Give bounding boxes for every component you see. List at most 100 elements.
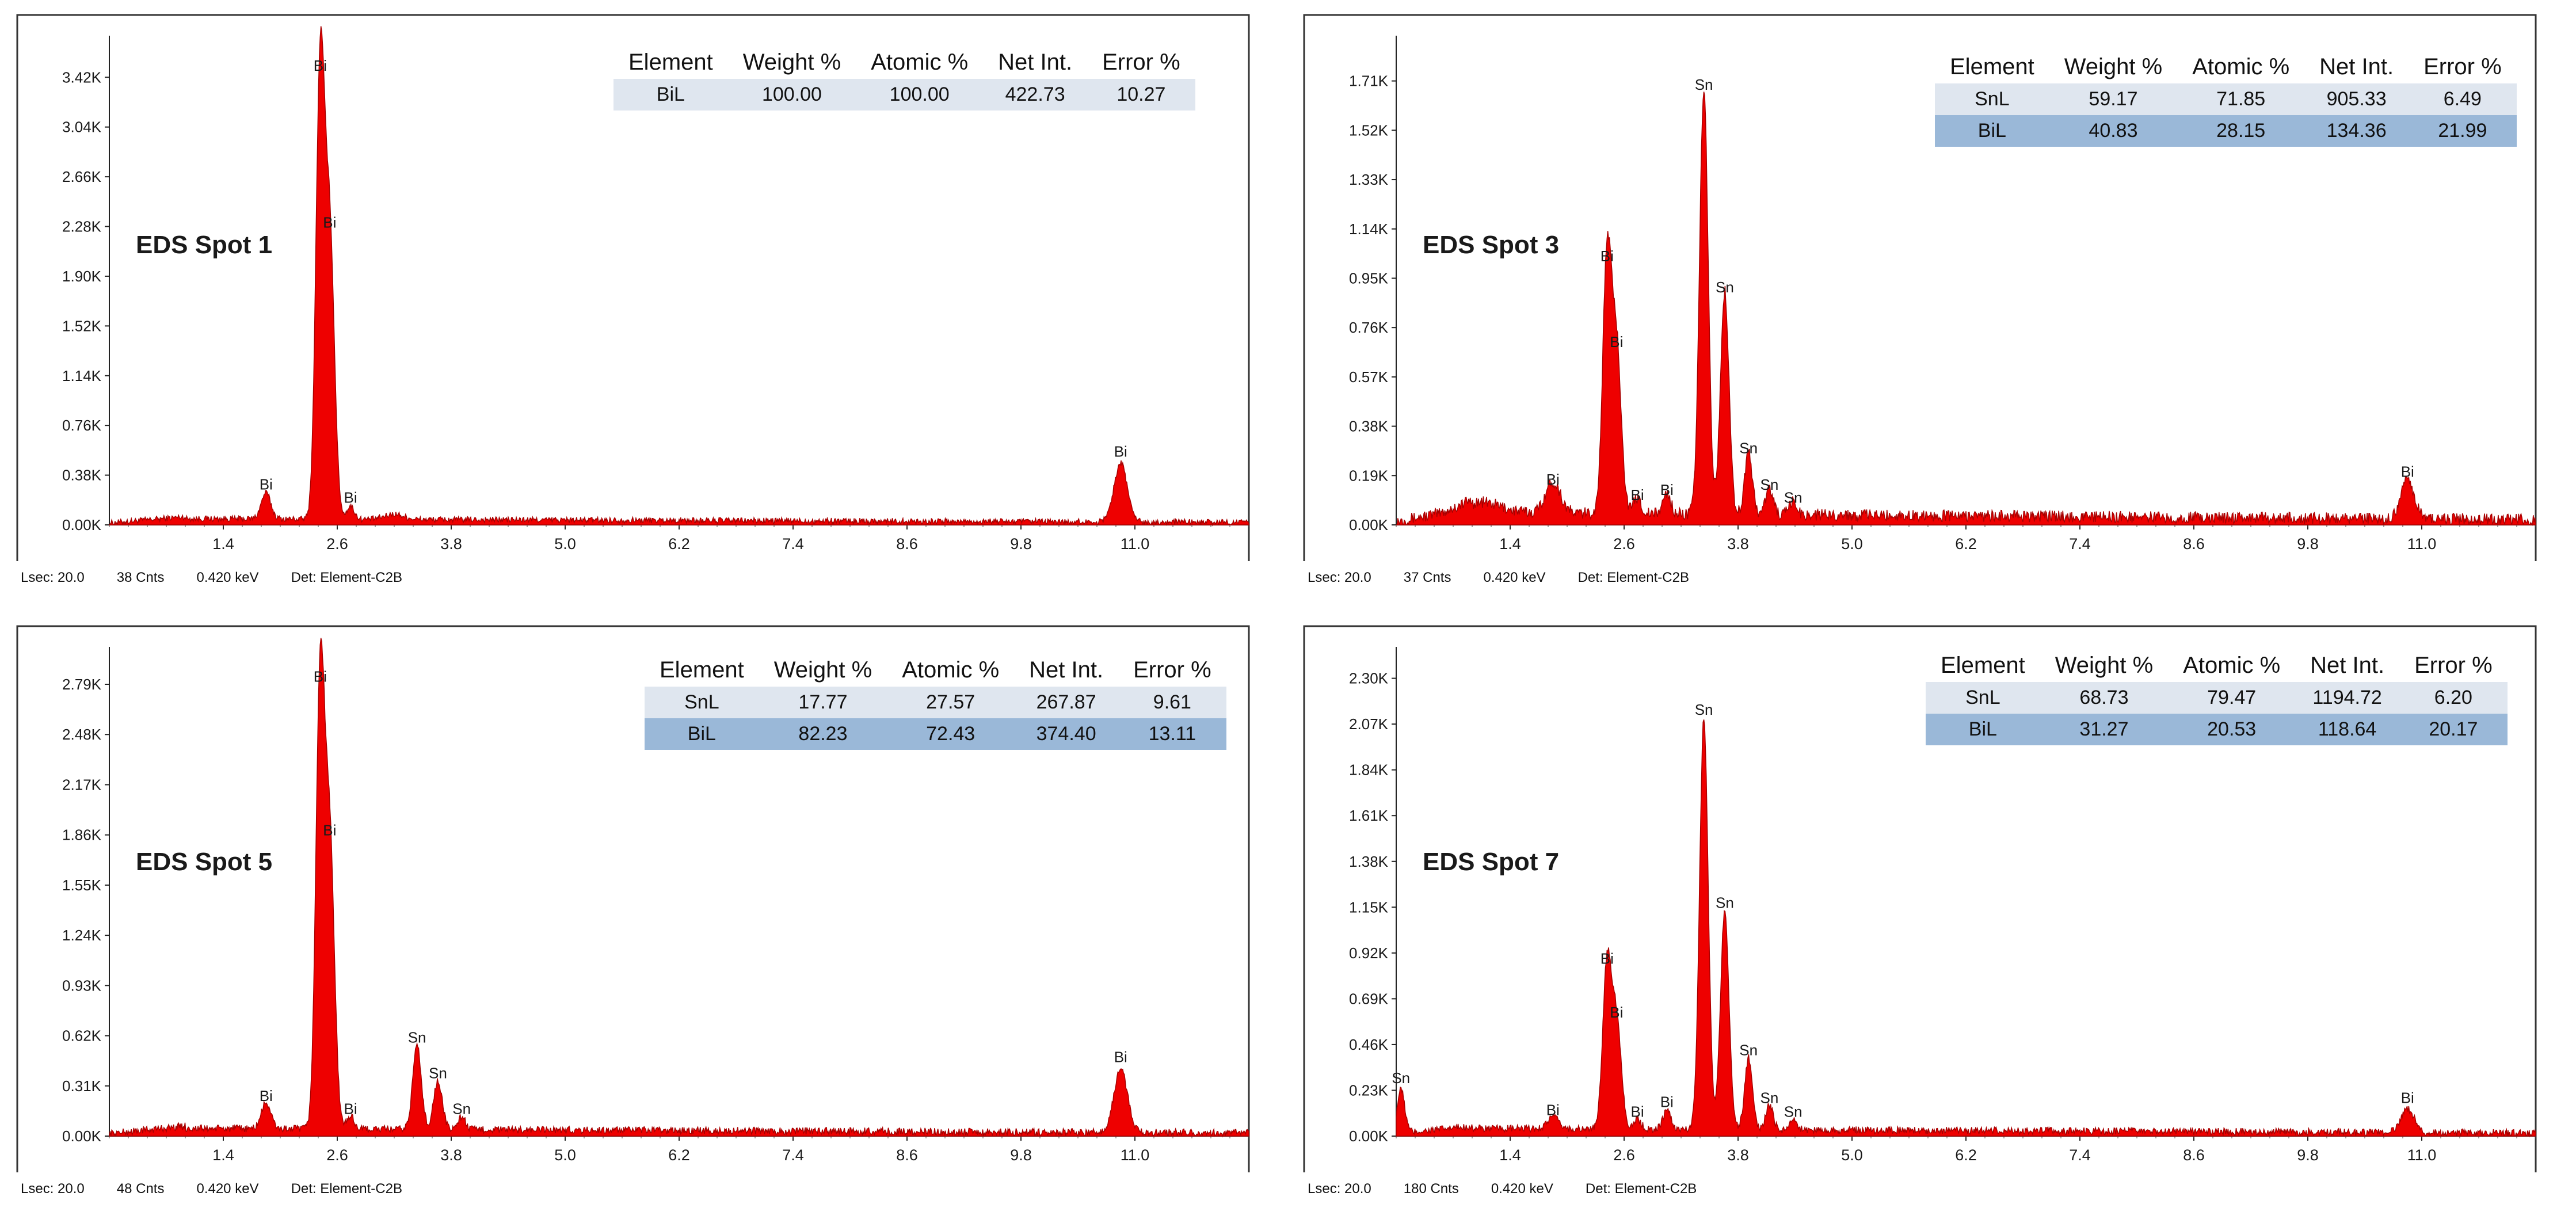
x-tick-label: 9.8: [1010, 1146, 1032, 1164]
table-cell: 71.85: [2177, 83, 2305, 115]
peak-label: Bi: [1631, 486, 1644, 504]
peak-label: Sn: [408, 1029, 426, 1046]
table-cell: 13.11: [1118, 718, 1226, 750]
spectrum-series: [1396, 719, 2536, 1138]
y-tick-label: 0.00K: [62, 1127, 102, 1145]
table-cell: 21.99: [2409, 115, 2517, 147]
detector-text: Det: Element-C2B: [1585, 1181, 1697, 1197]
peak-label: Bi: [323, 822, 336, 839]
detector-text: Det: Element-C2B: [291, 570, 402, 585]
table-cell: 6.20: [2399, 682, 2508, 714]
table-header-row: Element Weight % Atomic % Net Int. Error %: [1926, 650, 2508, 682]
lsec-text: Lsec: 20.0: [21, 1181, 85, 1197]
x-tick-label: 6.2: [1955, 535, 1977, 553]
y-tick-label: 0.00K: [1349, 516, 1389, 534]
table-cell: 100.00: [727, 79, 856, 111]
table-cell: 100.00: [856, 79, 984, 111]
peak-label: Bi: [1610, 333, 1623, 350]
table-header-cell: Weight %: [742, 49, 841, 75]
table-cell: 422.73: [983, 79, 1088, 111]
table-cell: BiL: [1926, 714, 2040, 745]
peak-label: Sn: [1695, 76, 1713, 93]
table-cell: 10.27: [1087, 79, 1195, 111]
peak-label: Sn: [1760, 1089, 1779, 1107]
table-cell: 17.77: [759, 687, 887, 718]
x-tick-label: 2.6: [326, 1146, 348, 1164]
peak-label: Sn: [1739, 440, 1758, 457]
table-header-cell: Error %: [2414, 653, 2493, 678]
table-cell: SnL: [645, 687, 759, 718]
y-tick-label: 1.86K: [62, 826, 102, 844]
x-tick-label: 9.8: [2297, 535, 2319, 553]
spot-title: EDS Spot 7: [1423, 848, 1559, 876]
peak-label: Bi: [1114, 443, 1127, 460]
x-tick-label: 6.2: [668, 1146, 690, 1164]
kev-text: 0.420 keV: [1483, 570, 1546, 585]
x-tick-label: 2.6: [326, 535, 348, 553]
table-cell: 82.23: [759, 718, 887, 750]
table-cell: 72.43: [887, 718, 1015, 750]
table-header-cell: Atomic %: [2192, 54, 2290, 79]
x-tick-label: 8.6: [2183, 1146, 2205, 1164]
x-tick-label: 3.8: [1727, 1146, 1749, 1164]
x-tick-label: 8.6: [896, 535, 918, 553]
x-tick-label: 1.4: [212, 535, 234, 553]
table-row: SnL 59.17 71.85 905.33 6.49: [1935, 83, 2517, 115]
peak-label: Bi: [314, 57, 327, 74]
table-header-cell: Element: [1950, 54, 2034, 79]
y-tick-label: 1.52K: [62, 317, 102, 334]
table-header-row: Element Weight % Atomic % Net Int. Error %: [645, 655, 1226, 687]
y-tick-label: 0.00K: [62, 516, 102, 534]
detector-text: Det: Element-C2B: [1577, 570, 1689, 585]
x-tick-label: 11.0: [2407, 535, 2437, 553]
table-header-cell: Error %: [2423, 54, 2502, 79]
x-tick-label: 9.8: [2297, 1146, 2319, 1164]
table-header-row: Element Weight % Atomic % Net Int. Error %: [613, 47, 1195, 79]
spectrum-series: [109, 638, 1249, 1138]
table-header-cell: Error %: [1102, 49, 1180, 75]
spectrum-panel: 0.00K 0.31K 0.62K 0.93K 1.24K 1.55K 1.86K 2.17K…: [0, 611, 1255, 1204]
table-cell: 31.27: [2040, 714, 2169, 745]
table-cell: 20.53: [2168, 714, 2296, 745]
table-cell: 134.36: [2304, 115, 2409, 147]
results-table: Element Weight % Atomic % Net Int. Error % Sn…: [645, 655, 1226, 750]
peak-label: Sn: [1716, 894, 1734, 912]
y-tick-label: 0.23K: [1349, 1081, 1389, 1099]
table-header-cell: Error %: [1133, 657, 1211, 683]
results-table: Element Weight % Atomic % Net Int. Error % Bi…: [613, 47, 1195, 111]
lsec-text: Lsec: 20.0: [1308, 1181, 1371, 1197]
peak-label: Sn: [1716, 279, 1734, 296]
x-tick-label: 5.0: [554, 1146, 576, 1164]
table-header-cell: Atomic %: [871, 49, 969, 75]
y-tick-label: 1.90K: [62, 268, 102, 285]
y-tick-label: 2.07K: [1349, 715, 1389, 733]
status-bar: Lsec: 20.0 180 Cnts 0.420 keV Det: Element-…: [1308, 1181, 1729, 1197]
table-cell: 79.47: [2168, 682, 2296, 714]
results-table: Element Weight % Atomic % Net Int. Error % Sn…: [1935, 52, 2517, 147]
table-cell: BiL: [613, 79, 728, 111]
peak-label: Bi: [1631, 1103, 1644, 1121]
x-tick-label: 8.6: [2183, 535, 2205, 553]
table-header-cell: Net Int.: [1029, 657, 1104, 683]
table-cell: 27.57: [887, 687, 1015, 718]
table-header-cell: Element: [660, 657, 744, 683]
x-tick-label: 8.6: [896, 1146, 918, 1164]
spot-title: EDS Spot 5: [136, 848, 272, 876]
x-tick-label: 5.0: [1841, 535, 1863, 553]
peak-label: Bi: [344, 489, 357, 506]
table-cell: 374.40: [1014, 718, 1119, 750]
peak-label: Bi: [1660, 481, 1674, 498]
peak-label: Sn: [1695, 701, 1713, 718]
peak-label: Bi: [260, 476, 273, 493]
table-header-row: Element Weight % Atomic % Net Int. Error %: [1935, 52, 2517, 83]
y-tick-label: 0.76K: [62, 417, 102, 434]
y-tick-label: 2.17K: [62, 776, 102, 793]
spectrum-series: [1396, 92, 2536, 526]
y-tick-label: 1.24K: [62, 927, 102, 944]
counts-text: 37 Cnts: [1403, 570, 1451, 585]
table-cell: 68.73: [2040, 682, 2169, 714]
table-cell: SnL: [1935, 83, 2049, 115]
x-tick-label: 9.8: [1010, 535, 1032, 553]
x-tick-label: 7.4: [782, 535, 804, 553]
y-tick-label: 0.00K: [1349, 1127, 1389, 1145]
